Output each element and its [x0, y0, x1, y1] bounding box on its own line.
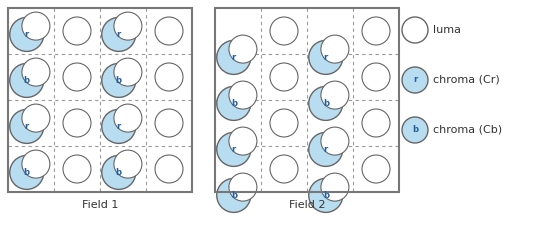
Circle shape — [102, 17, 136, 51]
Circle shape — [362, 17, 390, 45]
Text: r: r — [232, 145, 236, 154]
Text: chroma (Cb): chroma (Cb) — [433, 125, 502, 135]
Circle shape — [402, 17, 428, 43]
Circle shape — [63, 63, 91, 91]
Text: r: r — [117, 30, 121, 39]
Circle shape — [10, 63, 44, 97]
Circle shape — [114, 12, 142, 40]
Circle shape — [155, 155, 183, 183]
Circle shape — [22, 12, 50, 40]
Circle shape — [102, 63, 136, 97]
Circle shape — [155, 109, 183, 137]
Circle shape — [102, 155, 136, 189]
Text: b: b — [412, 125, 418, 134]
Circle shape — [309, 132, 343, 166]
Text: chroma (Cr): chroma (Cr) — [433, 75, 500, 85]
Circle shape — [114, 58, 142, 86]
Circle shape — [102, 109, 136, 144]
Text: luma: luma — [433, 25, 461, 35]
Circle shape — [362, 63, 390, 91]
Circle shape — [362, 155, 390, 183]
Circle shape — [63, 109, 91, 137]
Circle shape — [229, 127, 257, 155]
Circle shape — [22, 104, 50, 132]
Circle shape — [321, 127, 349, 155]
Circle shape — [22, 150, 50, 178]
Circle shape — [10, 17, 44, 51]
Circle shape — [63, 17, 91, 45]
Circle shape — [63, 155, 91, 183]
Circle shape — [229, 35, 257, 63]
Circle shape — [270, 155, 298, 183]
Text: b: b — [116, 76, 122, 85]
Circle shape — [22, 58, 50, 86]
Circle shape — [402, 117, 428, 143]
Circle shape — [229, 173, 257, 201]
Circle shape — [270, 17, 298, 45]
Text: Field 2: Field 2 — [289, 200, 325, 210]
Circle shape — [309, 40, 343, 74]
Circle shape — [114, 150, 142, 178]
Text: b: b — [24, 76, 30, 85]
Circle shape — [309, 86, 343, 120]
Text: Field 1: Field 1 — [82, 200, 118, 210]
Circle shape — [321, 81, 349, 109]
Circle shape — [10, 109, 44, 144]
Circle shape — [155, 63, 183, 91]
Text: b: b — [231, 191, 237, 200]
Circle shape — [321, 35, 349, 63]
Text: b: b — [231, 99, 237, 108]
Text: r: r — [324, 53, 328, 62]
Bar — [8, 8, 192, 192]
Circle shape — [217, 40, 251, 74]
Bar — [215, 8, 399, 192]
Circle shape — [114, 104, 142, 132]
Text: r: r — [324, 145, 328, 154]
Circle shape — [362, 109, 390, 137]
Circle shape — [10, 155, 44, 189]
Text: b: b — [323, 99, 329, 108]
Text: b: b — [24, 168, 30, 177]
Circle shape — [217, 86, 251, 120]
Circle shape — [402, 67, 428, 93]
Text: r: r — [232, 53, 236, 62]
Text: b: b — [116, 168, 122, 177]
Circle shape — [229, 81, 257, 109]
Circle shape — [321, 173, 349, 201]
Circle shape — [217, 132, 251, 166]
Text: b: b — [323, 191, 329, 200]
Circle shape — [309, 178, 343, 212]
Circle shape — [270, 109, 298, 137]
Circle shape — [270, 63, 298, 91]
Text: r: r — [117, 122, 121, 131]
Circle shape — [217, 178, 251, 212]
Text: r: r — [24, 30, 29, 39]
Text: r: r — [24, 122, 29, 131]
Text: r: r — [413, 75, 417, 84]
Circle shape — [155, 17, 183, 45]
